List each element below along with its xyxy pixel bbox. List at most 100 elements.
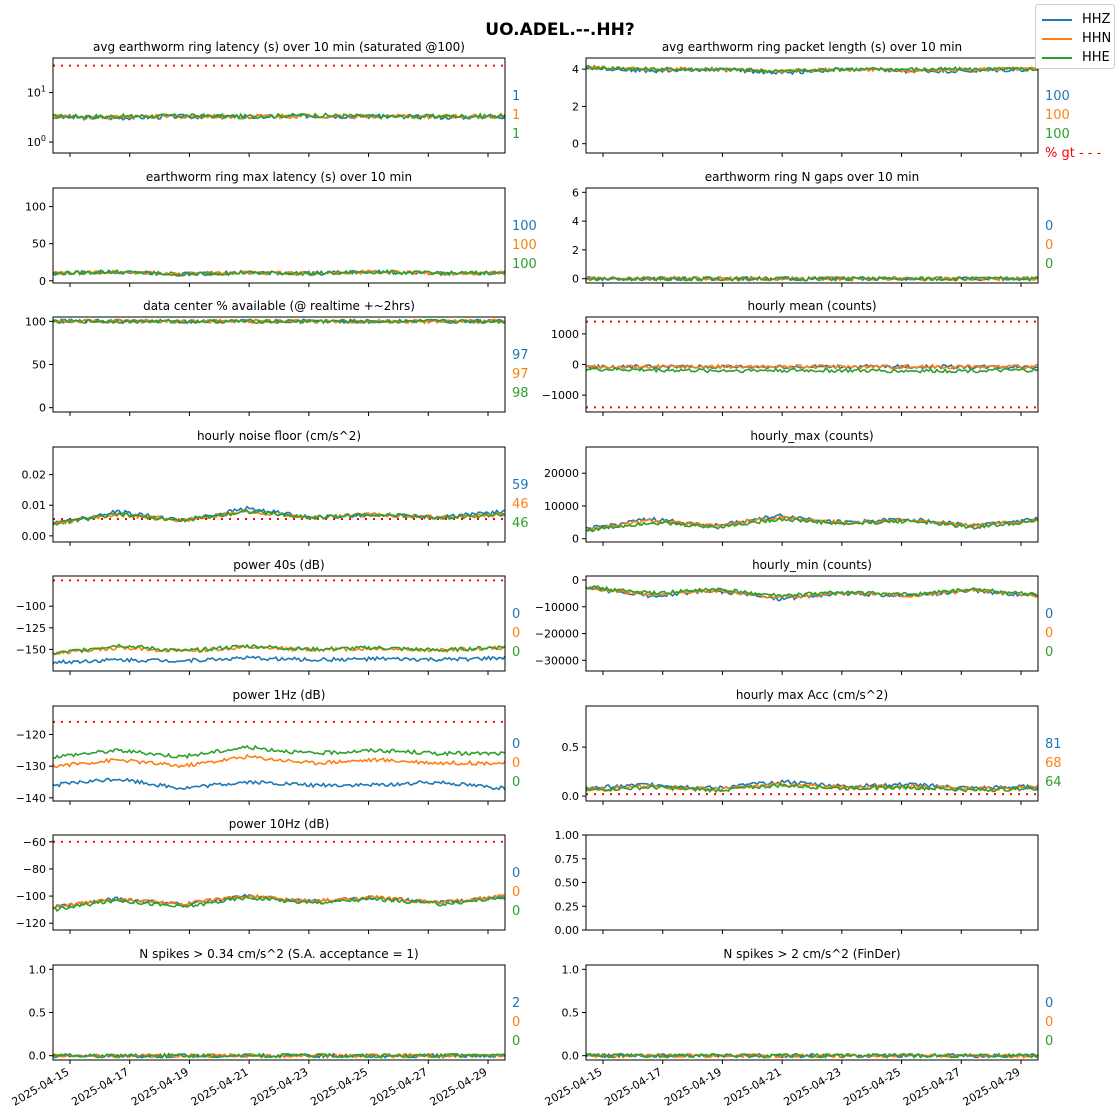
pct-label-2: 1: [512, 127, 520, 142]
pct-label-2: 0: [512, 904, 520, 919]
y-tick-label: 0.0: [29, 1050, 47, 1063]
subplot-title: hourly_max (counts): [750, 429, 873, 443]
series-line-HHN: [52, 113, 506, 121]
subplot-title: N spikes > 0.34 cm/s^2 (S.A. acceptance …: [139, 947, 418, 961]
y-tick-label: −130: [16, 760, 46, 773]
y-tick-label: 0.5: [29, 1007, 47, 1020]
subplot-8: power 40s (dB) −150 −125 −100 0 0 0: [16, 558, 520, 675]
subplot-1: avg earthworm ring packet length (s) ove…: [572, 40, 1102, 161]
y-tick-label: 0.00: [555, 924, 580, 937]
y-tick-label: 0: [572, 359, 579, 372]
axes-frame: [52, 446, 506, 543]
subplot-6: hourly noise floor (cm/s^2) 0.00 0.01 0.02 5…: [22, 429, 529, 546]
y-tick-label: −1000: [542, 389, 579, 402]
series-line-HHE: [585, 1052, 1039, 1059]
y-tick-label: 0.5: [562, 741, 580, 754]
y-tick-label: 101: [27, 85, 46, 100]
y-tick-label: 0.02: [22, 469, 47, 482]
series-line-HHE: [585, 585, 1039, 599]
legend-swatch-hhz: [1042, 19, 1072, 21]
y-tick-exponent: 0: [41, 134, 46, 143]
subplot-title: power 40s (dB): [233, 558, 324, 572]
subplot-title: power 10Hz (dB): [229, 817, 330, 831]
y-tick-label: −80: [23, 863, 46, 876]
subplot-5: hourly mean (counts) −1000 0 1000: [542, 299, 1039, 416]
y-tick-exponent: 1: [41, 85, 46, 94]
x-tick-label: 2025-04-25: [841, 1065, 903, 1108]
pct-label-1: 100: [512, 238, 537, 253]
y-tick-label: 0.0: [562, 790, 580, 803]
axes-frame: [52, 705, 506, 802]
subplot-7: hourly_max (counts) 0 10000 20000: [544, 429, 1039, 546]
legend-swatch-hhe: [1042, 57, 1072, 59]
axes-frame: [585, 834, 1039, 931]
y-tick-label: 0.5: [562, 1007, 580, 1020]
legend-swatch-hhn: [1042, 38, 1072, 40]
y-tick-label: 4: [572, 215, 579, 228]
pct-label-0: 0: [1045, 219, 1053, 234]
subplot-title: hourly noise floor (cm/s^2): [197, 429, 361, 443]
pct-gt-label: % gt - - -: [1045, 146, 1102, 161]
y-tick-label: 100: [25, 201, 46, 214]
subplot-title: earthworm ring N gaps over 10 min: [705, 170, 919, 184]
subplot-title: N spikes > 2 cm/s^2 (FinDer): [723, 947, 900, 961]
legend-label-hhz: HHZ: [1082, 12, 1111, 27]
y-tick-label: −150: [16, 643, 46, 656]
pct-label-2: 100: [512, 257, 537, 272]
pct-label-2: 46: [512, 516, 529, 531]
series-line-HHE: [52, 895, 506, 913]
series-line-HHE: [585, 517, 1039, 533]
pct-label-0: 0: [1045, 996, 1053, 1011]
figure-title: UO.ADEL.--.HH?: [485, 20, 635, 40]
pct-label-1: 97: [512, 367, 529, 382]
subplot-9: hourly_min (counts) −30000 −20000 −10000 0 0 0…: [535, 558, 1053, 675]
pct-label-1: 100: [1045, 108, 1070, 123]
pct-label-2: 100: [1045, 127, 1070, 142]
pct-label-0: 0: [512, 737, 520, 752]
y-tick-label: 0.0: [562, 1050, 580, 1063]
series-line-HHE: [585, 275, 1039, 283]
y-tick-label: −60: [23, 836, 46, 849]
subplot-11: hourly max Acc (cm/s^2) 0.0 0.5 81 68 64: [562, 688, 1062, 805]
series-line-HHZ: [52, 777, 506, 791]
y-tick-label: −100: [16, 890, 46, 903]
y-tick-label: 0.50: [555, 877, 580, 890]
y-tick-label: 4: [572, 63, 579, 76]
axes-frame: [585, 446, 1039, 543]
y-tick-label: 1.00: [555, 829, 580, 842]
series-line-HHE: [585, 366, 1039, 374]
series-line-HHE: [52, 744, 505, 760]
axes-frame: [585, 316, 1039, 413]
y-tick-label: 0: [39, 402, 46, 415]
y-tick-label: 0: [572, 138, 579, 151]
subplot-title: earthworm ring max latency (s) over 10 m…: [146, 170, 412, 184]
pct-label-0: 100: [512, 219, 537, 234]
pct-label-2: 0: [512, 1034, 520, 1049]
subplot-3: earthworm ring N gaps over 10 min 0 2 4 6 0 0 0: [572, 170, 1053, 287]
series-line-HHE: [585, 65, 1039, 74]
pct-label-1: 0: [512, 885, 520, 900]
subplot-title: hourly max Acc (cm/s^2): [736, 688, 888, 702]
pct-label-1: 1: [512, 108, 520, 123]
x-tick-label: 2025-04-15: [10, 1065, 72, 1108]
pct-label-2: 0: [1045, 1034, 1053, 1049]
subplot-title: avg earthworm ring packet length (s) ove…: [662, 40, 962, 54]
subplot-12: power 10Hz (dB) −120 −100 −80 −60 0 0 0: [16, 817, 520, 934]
y-tick-label: 0.25: [555, 900, 580, 913]
subplot-title: power 1Hz (dB): [233, 688, 326, 702]
y-tick-label: −100: [16, 600, 46, 613]
y-tick-label: 0.01: [22, 499, 47, 512]
pct-label-0: 81: [1045, 737, 1062, 752]
y-tick-label: 0: [572, 533, 579, 546]
subplot-title: hourly mean (counts): [747, 299, 876, 313]
pct-label-1: 0: [512, 626, 520, 641]
axes-frame: [52, 575, 506, 672]
legend-label-hhe: HHE: [1082, 50, 1110, 65]
pct-label-0: 0: [512, 866, 520, 881]
pct-label-1: 68: [1045, 756, 1062, 771]
axes-frame: [585, 57, 1039, 154]
y-tick-label: 50: [32, 359, 46, 372]
pct-label-0: 97: [512, 348, 529, 363]
series-line-HHE: [52, 509, 506, 526]
